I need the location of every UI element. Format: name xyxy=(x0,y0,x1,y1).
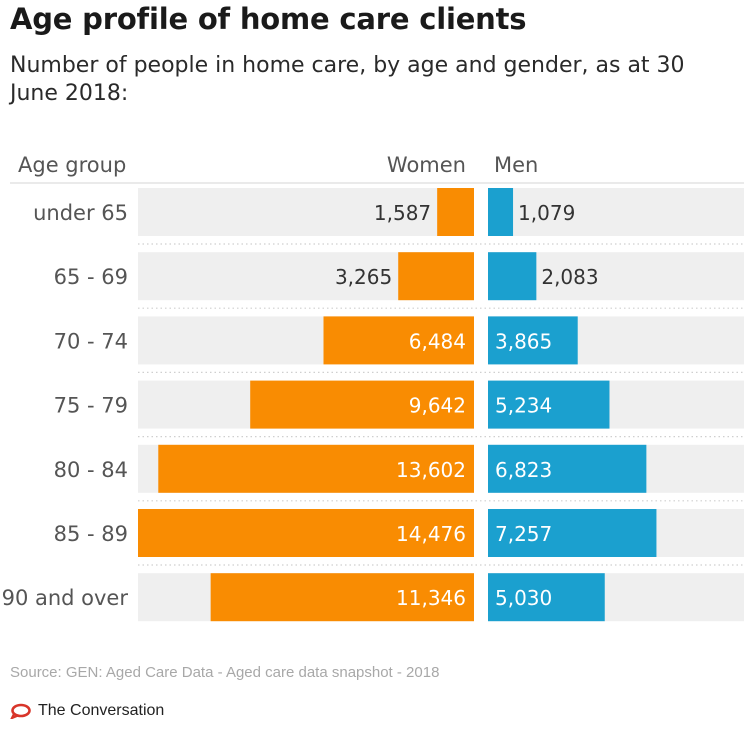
category-label: 65 - 69 xyxy=(54,265,128,289)
women-value-label: 13,602 xyxy=(396,458,466,482)
men-value-label: 5,030 xyxy=(495,586,552,610)
women-value-label: 11,346 xyxy=(396,586,466,610)
header-age-group: Age group xyxy=(18,153,126,177)
category-label: 85 - 89 xyxy=(54,522,128,546)
category-label: under 65 xyxy=(33,201,128,225)
women-value-label: 1,587 xyxy=(374,201,431,225)
men-value-label: 5,234 xyxy=(495,394,552,418)
diverging-bar-chart: Age group Women Men under 65 1,587 1,079 65 - … xyxy=(0,0,754,650)
men-value-label: 1,079 xyxy=(518,201,575,225)
men-bar xyxy=(488,188,513,236)
source-note: Source: GEN: Aged Care Data - Aged care … xyxy=(10,664,439,681)
brand-footer: The Conversation xyxy=(10,702,164,720)
conversation-logo-icon xyxy=(10,703,32,719)
header-men: Men xyxy=(494,153,538,177)
category-label: 80 - 84 xyxy=(54,458,128,482)
men-value-label: 3,865 xyxy=(495,329,552,353)
men-value-label: 7,257 xyxy=(495,522,552,546)
women-value-label: 6,484 xyxy=(409,329,466,353)
men-bar xyxy=(488,252,536,300)
brand-name: The Conversation xyxy=(38,702,164,720)
category-label: 70 - 74 xyxy=(54,329,128,353)
category-label: 90 and over xyxy=(2,586,129,610)
men-value-label: 2,083 xyxy=(541,265,598,289)
women-value-label: 9,642 xyxy=(409,394,466,418)
men-value-label: 6,823 xyxy=(495,458,552,482)
header-women: Women xyxy=(387,153,466,177)
women-value-label: 3,265 xyxy=(335,265,392,289)
women-bar xyxy=(398,252,474,300)
women-value-label: 14,476 xyxy=(396,522,466,546)
category-label: 75 - 79 xyxy=(54,394,128,418)
women-bar xyxy=(437,188,474,236)
